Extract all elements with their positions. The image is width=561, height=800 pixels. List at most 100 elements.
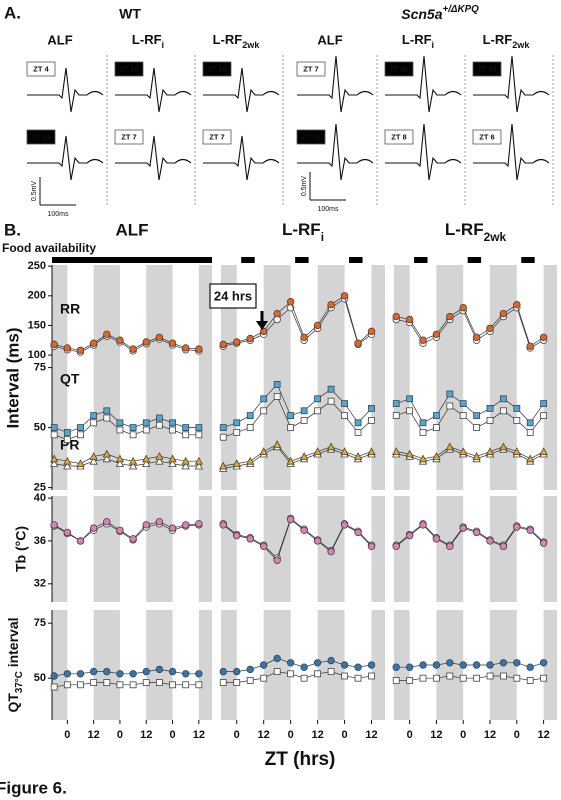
- zt-label: ZT 20: [389, 64, 409, 73]
- dark-phase: [371, 496, 385, 602]
- annotation: 24 hrs: [214, 288, 252, 303]
- marker: [89, 456, 98, 465]
- marker: [300, 663, 308, 671]
- marker: [419, 428, 427, 436]
- marker: [63, 528, 72, 537]
- ecg-trace: [385, 55, 462, 113]
- y-axis-label-part: interval: [5, 617, 21, 671]
- zt-label: ZT 18: [119, 64, 139, 73]
- zt-box: [26, 61, 56, 77]
- marker: [182, 431, 190, 439]
- marker: [327, 385, 335, 393]
- zt-label: ZT 19: [477, 64, 497, 73]
- marker: [233, 667, 241, 676]
- food-bar: [349, 257, 363, 263]
- marker: [459, 400, 467, 408]
- dark-phase: [93, 358, 120, 490]
- marker: [539, 333, 548, 341]
- marker: [63, 456, 72, 465]
- marker: [313, 537, 322, 545]
- marker: [341, 412, 348, 420]
- marker: [103, 667, 111, 676]
- marker: [499, 542, 508, 551]
- x-tick-label: 12: [88, 729, 100, 741]
- ecg-trace: [115, 67, 192, 113]
- marker: [539, 659, 548, 667]
- zt-label: ZT 6: [479, 132, 494, 141]
- group-title-part: +/ΔKPQ: [442, 4, 479, 15]
- dark-phase: [436, 265, 464, 358]
- column-label: L-RF2wk: [483, 32, 531, 50]
- marker: [50, 459, 59, 468]
- marker: [63, 344, 72, 352]
- marker: [300, 407, 308, 415]
- marker: [63, 681, 71, 689]
- marker: [392, 412, 400, 420]
- zt-box: [472, 61, 502, 77]
- marker: [512, 447, 521, 456]
- zt-label: ZT 14: [31, 132, 51, 141]
- marker: [526, 663, 534, 671]
- marker: [219, 679, 227, 686]
- marker: [169, 681, 176, 689]
- x-tick-label: 12: [430, 729, 442, 741]
- x-tick-label: 0: [117, 729, 123, 741]
- marker: [473, 424, 481, 432]
- marker: [499, 442, 508, 451]
- marker: [392, 400, 400, 408]
- column-label: L-RFi: [402, 32, 434, 50]
- dark-phase: [317, 610, 345, 720]
- x-tick-label: 12: [537, 729, 549, 741]
- marker: [181, 461, 190, 470]
- dark-phase: [436, 358, 464, 490]
- marker: [392, 663, 400, 671]
- marker: [472, 333, 481, 341]
- marker: [142, 521, 150, 529]
- marker: [116, 670, 124, 678]
- marker: [314, 670, 322, 678]
- series-label: QT: [60, 371, 80, 387]
- marker: [446, 672, 454, 680]
- zt-label: ZT 7: [121, 132, 136, 141]
- marker: [446, 542, 454, 551]
- marker: [392, 447, 401, 456]
- marker: [169, 419, 176, 427]
- marker: [513, 404, 521, 412]
- marker: [103, 330, 111, 339]
- marker: [129, 535, 137, 543]
- marker: [233, 419, 241, 427]
- y-tick-label: 50: [34, 672, 46, 684]
- x-tick-label: 12: [140, 729, 152, 741]
- marker: [219, 340, 227, 349]
- marker: [142, 454, 151, 463]
- dark-phase: [263, 610, 291, 720]
- marker: [50, 340, 58, 349]
- marker: [233, 531, 241, 540]
- marker: [272, 440, 282, 448]
- y-tick-label: 150: [28, 319, 46, 331]
- ecg-trace: [115, 135, 192, 181]
- marker: [116, 419, 124, 427]
- marker: [513, 523, 521, 531]
- marker: [486, 404, 494, 412]
- dark-phase: [490, 358, 517, 490]
- marker: [354, 674, 362, 682]
- marker: [77, 431, 84, 439]
- marker: [273, 654, 281, 663]
- marker: [485, 447, 495, 456]
- column-title-part: L-RF: [445, 220, 484, 239]
- marker: [513, 659, 521, 667]
- marker: [539, 539, 548, 547]
- column-title-part: i: [321, 230, 324, 244]
- dark-phase: [317, 358, 345, 490]
- marker: [129, 431, 137, 439]
- marker: [405, 531, 414, 540]
- column-title: L-RF2wk: [445, 220, 507, 244]
- dark-phase: [221, 610, 237, 720]
- marker: [116, 336, 124, 344]
- ecg-trace: [203, 135, 280, 181]
- marker: [246, 665, 254, 674]
- zt-box: [26, 129, 56, 145]
- marker: [368, 416, 375, 424]
- marker: [486, 324, 494, 333]
